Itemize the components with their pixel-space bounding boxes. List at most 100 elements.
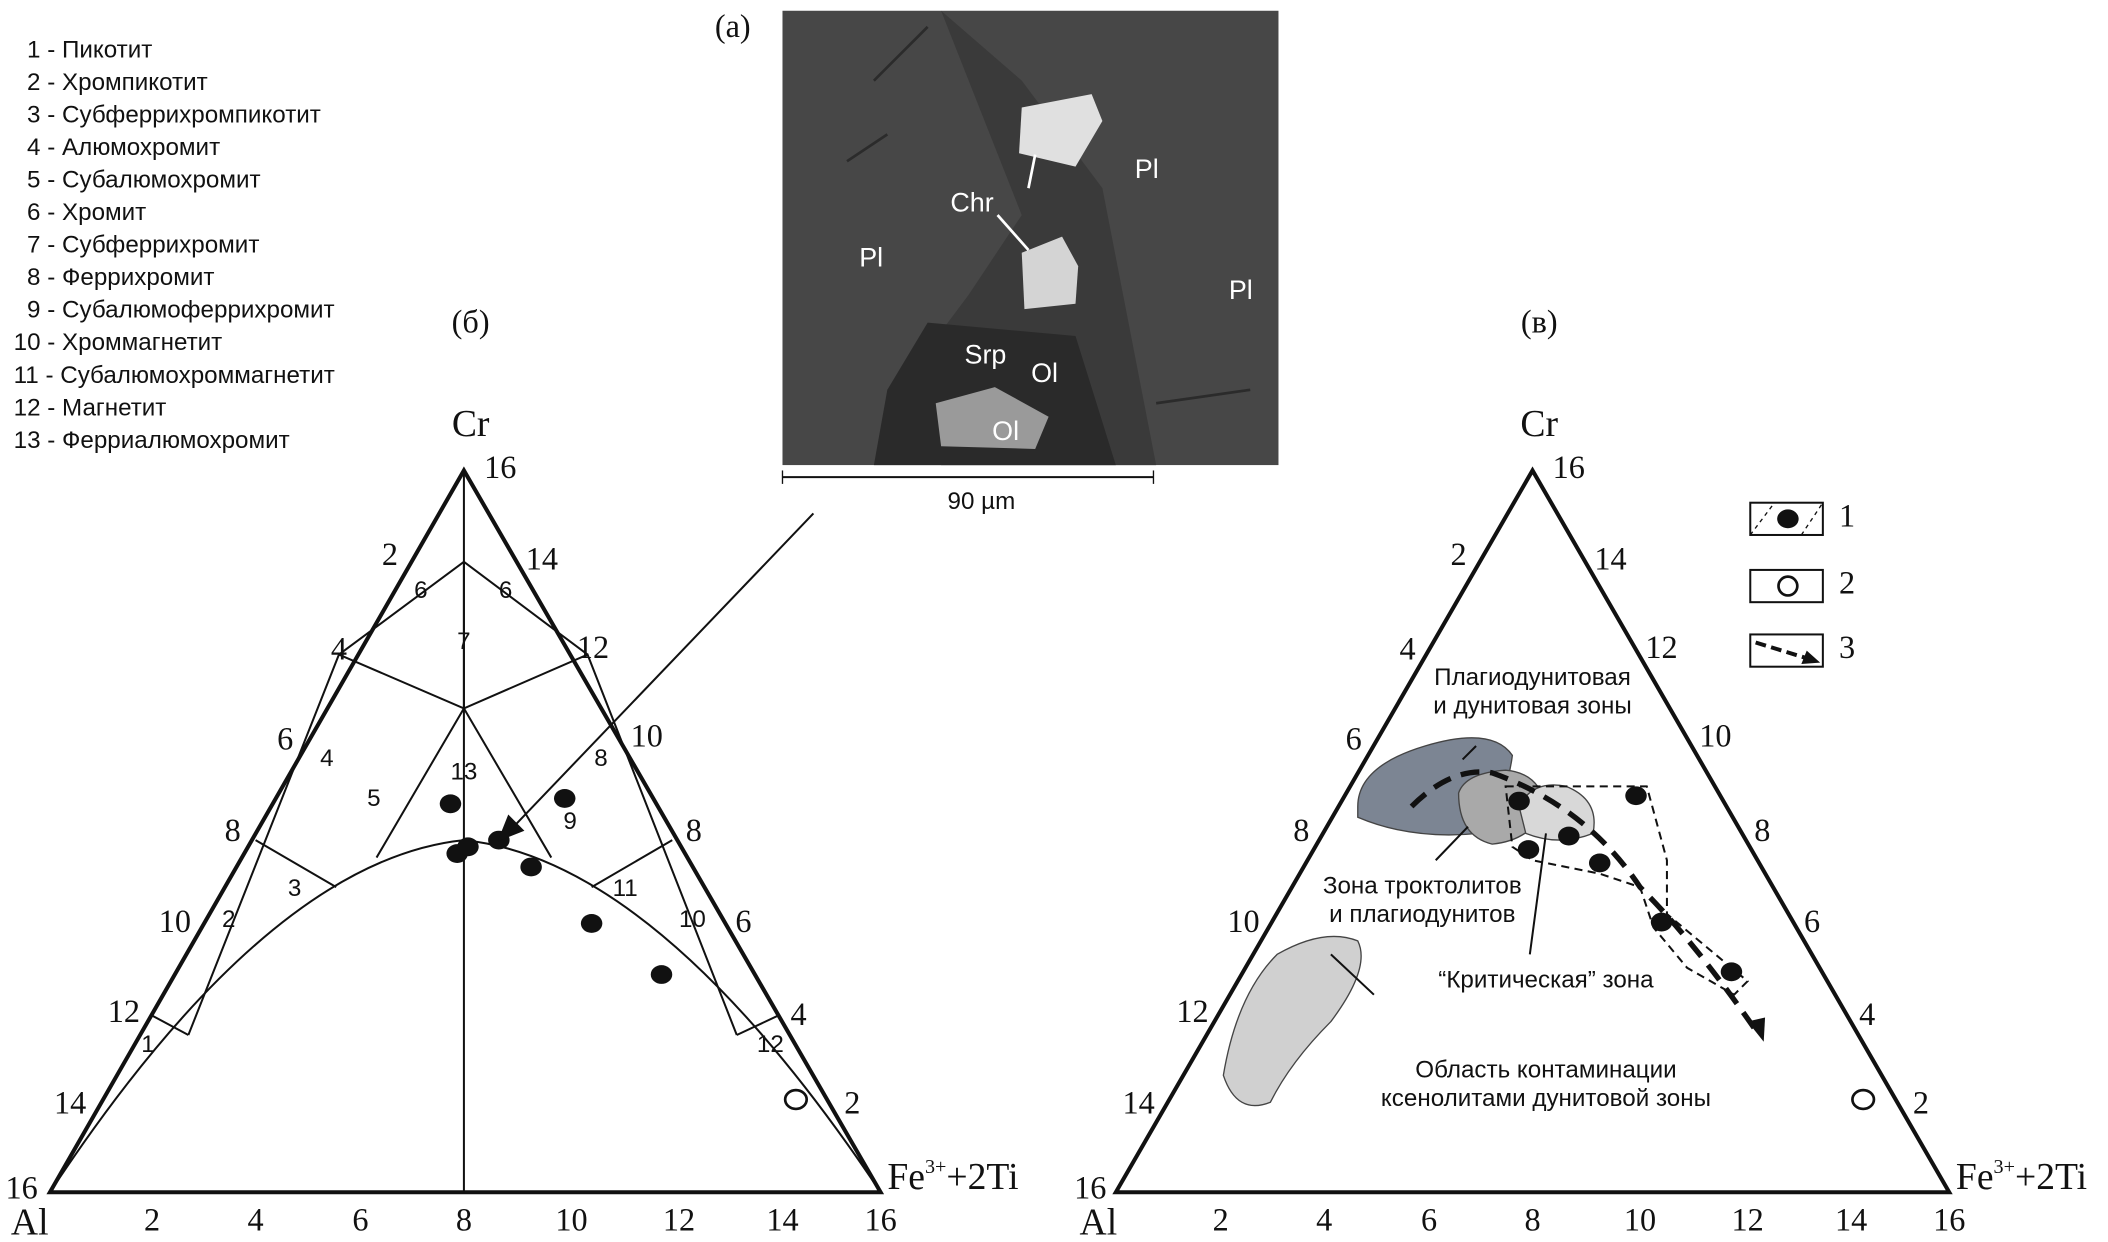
label: 2	[382, 536, 398, 572]
label: 8	[1754, 812, 1770, 848]
label: Ol	[992, 416, 1019, 446]
label: Srp	[965, 339, 1007, 369]
label: 12	[1176, 993, 1208, 1029]
label: 14	[54, 1085, 86, 1121]
label: (а)	[715, 8, 751, 44]
label: 4	[791, 996, 807, 1032]
label: 10	[1699, 718, 1731, 754]
label: 6 - Хромит	[27, 199, 146, 226]
label: 12	[1731, 1202, 1763, 1238]
corner-part: Fe	[1956, 1156, 1994, 1198]
label: Pl	[1229, 275, 1253, 305]
label: 1	[1839, 497, 1855, 533]
corner-label: Fe3++2Ti	[1956, 1156, 2087, 1198]
corner-label: Fe3++2Ti	[887, 1156, 1018, 1198]
label: 12	[757, 1031, 784, 1058]
label: 2	[844, 1085, 860, 1121]
label: 6	[735, 903, 751, 939]
label: Pl	[859, 243, 883, 273]
label: 14	[1594, 540, 1626, 576]
label: 8	[225, 812, 241, 848]
label: ксенолитами дунитовой зоны	[1381, 1085, 1711, 1112]
label: 16	[484, 449, 516, 485]
label: 5	[367, 785, 380, 812]
label: 4	[320, 745, 333, 772]
label: 3	[288, 875, 301, 902]
label: Al	[1080, 1202, 1118, 1242]
label: 16	[864, 1202, 896, 1238]
label: 10	[679, 906, 706, 933]
label: 8	[1524, 1202, 1540, 1238]
label: и дунитовая зоны	[1433, 692, 1631, 719]
label: 12	[1645, 629, 1677, 665]
label: 1	[141, 1031, 154, 1058]
label: 3	[1839, 629, 1855, 665]
label: 90 µm	[948, 488, 1016, 515]
label: 10	[631, 718, 663, 754]
label: 14	[526, 540, 558, 576]
label: Cr	[452, 403, 490, 445]
label: 1 - Пикотит	[27, 36, 152, 63]
label: 12 - Магнетит	[14, 394, 167, 421]
label: 6	[414, 577, 427, 604]
label: Ol	[1031, 358, 1058, 388]
label: 2	[1451, 536, 1467, 572]
label: 8 - Феррихромит	[27, 264, 214, 291]
label: 2	[1913, 1085, 1929, 1121]
label: 8	[456, 1202, 472, 1238]
label: 6	[277, 720, 293, 756]
label: 4	[1399, 630, 1415, 666]
label: 13	[450, 758, 477, 785]
label: 9	[563, 808, 576, 835]
label: 6	[499, 577, 512, 604]
label: 4	[1316, 1202, 1332, 1238]
label: 16	[6, 1169, 38, 1205]
label: 12	[577, 629, 609, 665]
label: Pl	[1135, 154, 1159, 184]
micrograph	[781, 10, 1279, 484]
label: 14	[1123, 1085, 1155, 1121]
label: 10	[1624, 1202, 1656, 1238]
label: 2	[144, 1202, 160, 1238]
label: 10	[1227, 903, 1259, 939]
label: 7 - Субферрихромит	[27, 232, 259, 259]
ternary-left	[46, 466, 885, 1195]
label: 8	[686, 812, 702, 848]
label: Cr	[1520, 403, 1558, 445]
label: 2 - Хромпикотит	[27, 69, 208, 96]
corner-part: 3+	[925, 1156, 946, 1178]
label: 16	[1074, 1169, 1106, 1205]
corner-part: Fe	[887, 1156, 925, 1198]
corner-part: 3+	[1994, 1156, 2015, 1178]
label: 6	[1804, 903, 1820, 939]
label: 2	[1213, 1202, 1229, 1238]
label: Плагиодунитовая	[1434, 664, 1631, 691]
label: 7	[457, 628, 470, 655]
label: 4	[1859, 996, 1875, 1032]
label: и плагиодунитов	[1329, 901, 1515, 928]
label: 6	[1346, 720, 1362, 756]
label: 2	[222, 906, 235, 933]
label: 11	[613, 875, 638, 902]
label: 6	[352, 1202, 368, 1238]
label: 13 - Ферриалюмохромит	[14, 427, 290, 454]
label: “Критическая” зона	[1438, 967, 1654, 994]
label: 4	[331, 630, 347, 666]
label: 8	[594, 745, 607, 772]
label: (в)	[1521, 304, 1558, 340]
label: 2	[1839, 564, 1855, 600]
corner-part: +2Ti	[2015, 1156, 2087, 1198]
label: 16	[1933, 1202, 1965, 1238]
label: (б)	[452, 304, 490, 340]
label: 10	[159, 903, 191, 939]
label: Зона троктолитов	[1323, 873, 1522, 900]
label: 3 - Субферрихромпикотит	[27, 102, 321, 129]
label: 4	[248, 1202, 264, 1238]
corner-part: +2Ti	[946, 1156, 1018, 1198]
label: Al	[11, 1202, 49, 1242]
label: 11 - Субалюмохроммагнетит	[14, 362, 335, 389]
label: 4 - Алюмохромит	[27, 134, 220, 161]
label: 12	[108, 993, 140, 1029]
label: Chr	[950, 187, 993, 217]
